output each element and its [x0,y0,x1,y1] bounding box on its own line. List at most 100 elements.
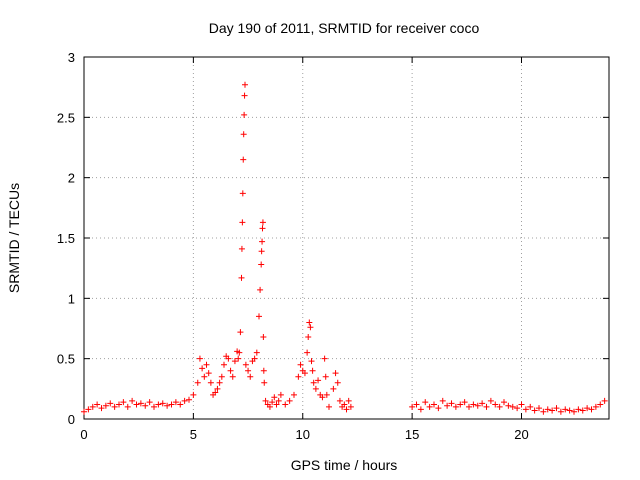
data-point [544,406,551,413]
data-point [444,402,451,409]
data-point [190,391,197,398]
data-point [319,394,326,401]
data-point [245,367,252,374]
x-tick-label: 0 [80,427,87,442]
data-point [216,379,223,386]
y-tick-label: 2.5 [57,110,75,125]
data-point [240,156,247,163]
data-point [584,405,591,412]
data-point [492,401,499,408]
data-points [81,81,608,415]
data-point [597,401,604,408]
data-point [238,245,245,252]
data-point [241,92,248,99]
data-point [439,397,446,404]
data-point [326,403,332,410]
data-point [474,402,481,409]
data-point [235,355,242,362]
data-point [214,385,221,392]
data-point [310,379,317,386]
data-point [457,401,464,408]
data-point [286,397,293,404]
data-point [172,399,179,406]
data-point [536,405,542,412]
data-point [295,373,302,380]
data-point [322,373,329,380]
data-point [177,401,184,408]
data-point [85,406,92,413]
data-point [514,405,521,412]
data-point [312,385,319,392]
y-tick-label: 0 [68,412,75,427]
data-point [332,370,339,377]
data-point [575,406,582,413]
data-point [258,248,265,255]
data-point [601,397,608,404]
data-point [522,406,529,413]
data-point [571,408,577,415]
data-point [229,373,236,380]
data-point [199,365,206,372]
data-point [321,355,328,362]
data-point [164,402,171,409]
data-point [242,361,249,368]
data-point [275,397,282,404]
data-point [487,397,494,404]
data-point [107,400,114,407]
data-point [518,401,525,408]
data-point [435,405,442,412]
data-point [334,379,341,386]
data-point [266,403,273,410]
x-tick-label: 20 [514,427,528,442]
data-point [196,355,203,362]
data-point [509,403,516,410]
data-point [579,407,586,414]
data-point [258,261,265,268]
data-point [102,402,109,409]
data-point [291,391,297,398]
y-tick-label: 1.5 [57,231,75,246]
data-point [98,405,105,412]
data-point [305,333,312,340]
data-point [282,401,289,408]
data-point [277,391,284,398]
data-point [257,286,264,293]
data-point [133,401,140,408]
data-point [527,403,534,410]
data-point [426,403,433,410]
data-point [271,394,278,401]
data-point [256,313,262,320]
data-point [531,407,538,414]
data-point [323,391,330,398]
data-point [240,131,247,138]
data-point [470,401,477,408]
data-point [194,379,201,386]
data-point [129,397,136,404]
data-point [588,406,595,413]
data-point [347,403,354,410]
data-point [205,370,212,377]
data-point [308,358,315,365]
x-tick-label: 5 [190,427,197,442]
data-point [505,402,512,409]
data-point [253,349,260,356]
data-point [201,373,208,380]
data-point [242,81,248,88]
data-point [231,358,238,365]
data-point [461,399,468,406]
data-point [422,399,429,406]
data-point [146,399,153,406]
data-point [116,401,122,408]
data-point [81,408,87,415]
data-point [259,238,266,245]
y-tick-label: 1 [68,291,75,306]
data-point [239,190,246,197]
data-point [345,397,352,404]
data-point [417,406,424,413]
data-point [479,400,486,407]
data-point [452,403,459,410]
data-point [297,361,304,368]
data-point [431,401,437,408]
data-point [247,373,254,380]
data-point [306,319,313,326]
